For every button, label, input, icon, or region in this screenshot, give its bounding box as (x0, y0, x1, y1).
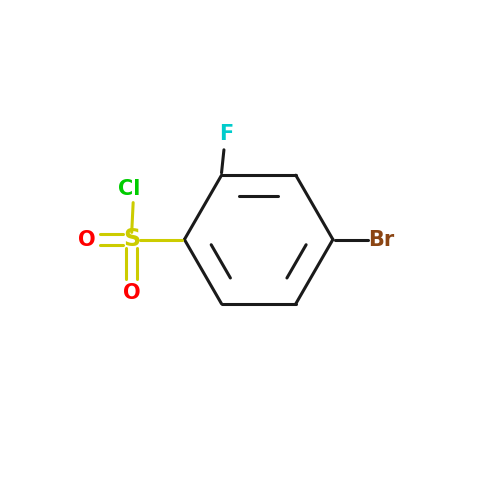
Text: O: O (123, 283, 140, 303)
Text: Br: Br (368, 229, 394, 250)
Text: S: S (123, 228, 140, 251)
Text: Cl: Cl (118, 179, 140, 199)
Text: O: O (79, 229, 96, 250)
Text: F: F (219, 125, 233, 145)
